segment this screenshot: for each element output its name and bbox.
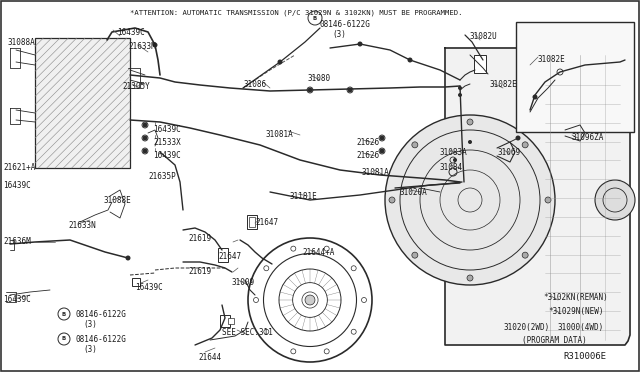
Text: (3): (3) bbox=[83, 345, 97, 354]
Text: 21533X: 21533X bbox=[153, 138, 180, 147]
Text: 16439C: 16439C bbox=[3, 181, 31, 190]
Text: (PROGRAM DATA): (PROGRAM DATA) bbox=[522, 336, 587, 345]
Circle shape bbox=[532, 94, 538, 99]
Text: 21619: 21619 bbox=[188, 234, 211, 243]
Text: 31009: 31009 bbox=[231, 278, 254, 287]
Circle shape bbox=[467, 119, 473, 125]
Bar bbox=[249, 217, 255, 227]
Bar bbox=[220, 315, 230, 327]
Text: R310006E: R310006E bbox=[563, 352, 606, 361]
Circle shape bbox=[438, 189, 442, 195]
Text: 21633N: 21633N bbox=[68, 221, 96, 230]
Text: 31080: 31080 bbox=[308, 74, 331, 83]
Circle shape bbox=[380, 148, 385, 154]
Text: 21633M: 21633M bbox=[128, 42, 156, 51]
Circle shape bbox=[545, 197, 551, 203]
Text: 21621+A: 21621+A bbox=[3, 163, 35, 172]
Text: 21647: 21647 bbox=[218, 252, 241, 261]
Text: 08146-6122G: 08146-6122G bbox=[320, 20, 371, 29]
Text: (3): (3) bbox=[83, 320, 97, 329]
Text: 21305Y: 21305Y bbox=[122, 82, 150, 91]
Text: 31181E: 31181E bbox=[290, 192, 317, 201]
Text: 31086: 31086 bbox=[243, 80, 266, 89]
Circle shape bbox=[522, 142, 528, 148]
Text: 21644: 21644 bbox=[198, 353, 221, 362]
Circle shape bbox=[143, 122, 147, 128]
Text: 21636M: 21636M bbox=[3, 237, 31, 246]
Bar bbox=[247, 215, 257, 229]
Text: 16439C: 16439C bbox=[135, 283, 163, 292]
Circle shape bbox=[595, 180, 635, 220]
Text: B: B bbox=[62, 311, 66, 317]
Text: 21619: 21619 bbox=[188, 267, 211, 276]
Circle shape bbox=[278, 60, 282, 64]
Text: 21647: 21647 bbox=[255, 218, 278, 227]
Bar bbox=[228, 318, 234, 324]
Text: 08146-6122G: 08146-6122G bbox=[75, 310, 126, 319]
Circle shape bbox=[408, 58, 413, 62]
Circle shape bbox=[458, 93, 462, 97]
Circle shape bbox=[389, 197, 395, 203]
Text: 31082U: 31082U bbox=[469, 32, 497, 41]
Bar bbox=[474, 55, 486, 73]
Bar bbox=[132, 278, 140, 286]
Circle shape bbox=[358, 42, 362, 46]
Text: 16439C: 16439C bbox=[153, 151, 180, 160]
Circle shape bbox=[380, 135, 385, 141]
Text: 31081A: 31081A bbox=[362, 168, 390, 177]
Circle shape bbox=[412, 142, 418, 148]
Circle shape bbox=[305, 295, 315, 305]
Circle shape bbox=[453, 158, 457, 162]
Text: 21626: 21626 bbox=[356, 138, 379, 147]
Text: 08146-6122G: 08146-6122G bbox=[75, 335, 126, 344]
Text: 31083A: 31083A bbox=[440, 148, 468, 157]
Text: *31029N(NEW): *31029N(NEW) bbox=[548, 307, 604, 316]
Text: 31088E: 31088E bbox=[103, 196, 131, 205]
Circle shape bbox=[125, 256, 131, 260]
Text: B: B bbox=[313, 16, 317, 20]
Bar bbox=[35, 38, 130, 168]
Text: 21644+A: 21644+A bbox=[302, 248, 334, 257]
Bar bbox=[516, 22, 634, 132]
Circle shape bbox=[468, 140, 472, 144]
Text: 31082E: 31082E bbox=[490, 80, 518, 89]
Text: SEE SEC.311: SEE SEC.311 bbox=[222, 328, 273, 337]
Circle shape bbox=[515, 135, 520, 141]
Circle shape bbox=[522, 252, 528, 258]
Text: *3102KN(REMAN): *3102KN(REMAN) bbox=[543, 293, 608, 302]
Text: *ATTENTION: AUTOMATIC TRANSMISSION (P/C 31029N & 3102KN) MUST BE PROGRAMMED.: *ATTENTION: AUTOMATIC TRANSMISSION (P/C … bbox=[130, 10, 463, 16]
Polygon shape bbox=[445, 48, 630, 345]
Text: 16439C: 16439C bbox=[3, 295, 31, 304]
Circle shape bbox=[467, 275, 473, 281]
Circle shape bbox=[152, 42, 157, 48]
Circle shape bbox=[385, 115, 555, 285]
Circle shape bbox=[458, 86, 462, 90]
Text: 31020A: 31020A bbox=[400, 188, 428, 197]
Text: 21635P: 21635P bbox=[148, 172, 176, 181]
Text: B: B bbox=[62, 337, 66, 341]
Text: 31000(4WD): 31000(4WD) bbox=[558, 323, 604, 332]
Text: 16439C: 16439C bbox=[117, 28, 145, 37]
Text: 21626: 21626 bbox=[356, 151, 379, 160]
Text: 31082E: 31082E bbox=[537, 55, 564, 64]
Circle shape bbox=[412, 252, 418, 258]
Circle shape bbox=[143, 148, 147, 154]
Bar bbox=[218, 248, 228, 262]
Text: (3): (3) bbox=[332, 30, 346, 39]
Text: 31020(2WD): 31020(2WD) bbox=[503, 323, 549, 332]
Circle shape bbox=[143, 135, 147, 141]
Text: 31069: 31069 bbox=[497, 148, 520, 157]
Circle shape bbox=[348, 87, 353, 93]
Text: 31096ZA: 31096ZA bbox=[571, 133, 604, 142]
Text: 16439C: 16439C bbox=[153, 125, 180, 134]
Text: 31084: 31084 bbox=[440, 163, 463, 172]
Text: 31088A: 31088A bbox=[7, 38, 35, 47]
Text: 31081A: 31081A bbox=[265, 130, 292, 139]
Circle shape bbox=[307, 87, 312, 93]
